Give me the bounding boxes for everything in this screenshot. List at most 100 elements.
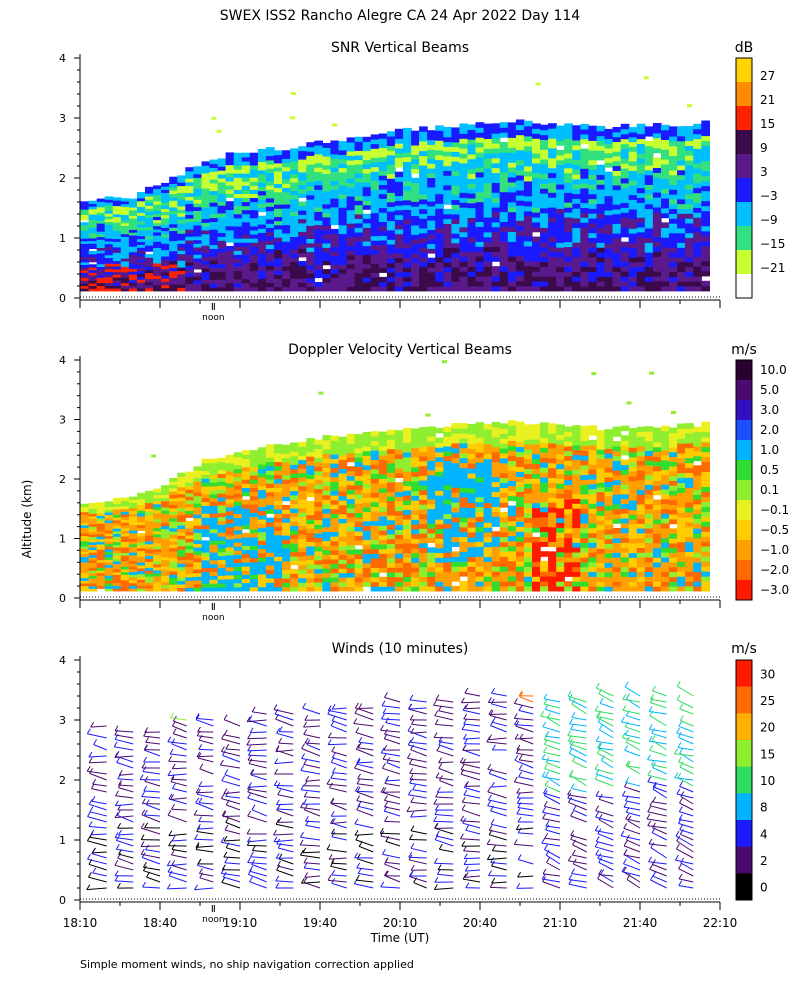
heatmap-cell [483, 507, 493, 513]
heatmap-cell [241, 570, 251, 575]
heatmap-cell [475, 236, 485, 242]
heatmap-cell [193, 532, 203, 537]
heatmap-cell [523, 502, 533, 509]
heatmap-cell [378, 207, 388, 213]
heatmap-cell [386, 164, 396, 170]
heatmap-cell [370, 240, 380, 246]
heatmap-cell [491, 566, 501, 572]
heatmap-cell [419, 126, 428, 132]
heatmap-cell [80, 524, 90, 528]
heatmap-cell [225, 474, 235, 480]
heatmap-cell [298, 516, 307, 522]
heatmap-cell [548, 531, 557, 538]
heatmap-cell [104, 580, 114, 584]
heatmap-cell [338, 193, 348, 199]
heatmap-cell [314, 171, 323, 177]
heatmap-cell [427, 229, 436, 235]
heatmap-cell [435, 499, 444, 506]
heatmap-cell [636, 513, 646, 519]
heatmap-cell [701, 200, 710, 207]
heatmap-cell [169, 223, 178, 228]
heatmap-cell [128, 265, 138, 269]
heatmap-cell [96, 580, 106, 584]
heatmap-cell [572, 164, 581, 170]
heatmap-cell [540, 566, 549, 572]
heatmap-cell [370, 492, 380, 498]
heatmap-cell [604, 538, 614, 544]
heatmap-cell [644, 532, 654, 539]
heatmap-cell [443, 494, 452, 500]
heatmap-cell [265, 210, 275, 216]
heatmap-cell [233, 546, 243, 551]
heatmap-cell [185, 510, 194, 515]
heatmap-cell [338, 176, 348, 182]
heatmap-cell [451, 189, 461, 196]
heatmap-cell [580, 192, 589, 199]
heatmap-cell [370, 581, 380, 587]
heatmap-cell [483, 172, 493, 179]
heatmap-cell [532, 497, 541, 504]
heatmap-cell [88, 559, 98, 563]
heatmap-cell [572, 581, 581, 587]
heatmap-cell [249, 557, 259, 563]
heatmap-cell [556, 546, 565, 553]
heatmap-cell [217, 512, 227, 518]
heatmap-cell [145, 520, 154, 524]
heatmap-cell [596, 548, 606, 554]
heatmap-cell [451, 472, 461, 478]
heatmap-cell [274, 500, 283, 506]
heatmap-cell [532, 522, 541, 528]
heatmap-cell [112, 541, 122, 545]
heatmap-cell [652, 123, 662, 129]
heatmap-cell [104, 509, 114, 513]
heatmap-cell [233, 468, 243, 474]
heatmap-cell [120, 244, 130, 248]
heatmap-cell [137, 192, 146, 196]
heatmap-cell [411, 187, 420, 193]
heatmap-cell [354, 191, 364, 197]
heatmap-cell [217, 271, 227, 276]
heatmap-cell [362, 227, 372, 233]
heatmap-cell [443, 566, 452, 573]
heatmap-cell [556, 169, 565, 175]
heatmap-cell [386, 220, 396, 226]
heatmap-cell [451, 223, 461, 229]
heatmap-cell [483, 443, 493, 450]
heatmap-cell [354, 213, 364, 219]
heatmap-cell [88, 264, 98, 268]
heatmap-cell [612, 561, 622, 568]
heatmap-cell [628, 447, 638, 453]
heatmap-cell [491, 441, 501, 448]
heatmap-cell [161, 559, 170, 564]
heatmap-cell [330, 463, 340, 469]
heatmap-cell [338, 207, 348, 213]
heatmap-cell [354, 177, 364, 183]
heatmap-cell [153, 272, 162, 276]
heatmap-cell [403, 127, 412, 134]
heatmap-cell [249, 499, 259, 505]
heatmap-cell [386, 159, 396, 165]
heatmap-cell [628, 528, 638, 534]
heatmap-cell [185, 236, 194, 241]
heatmap-cell [540, 561, 549, 567]
heatmap-cell [612, 170, 622, 176]
heatmap-cell [225, 156, 235, 162]
heatmap-cell [548, 138, 557, 144]
heatmap-cell [548, 152, 557, 159]
heatmap-cell [249, 242, 259, 247]
heatmap-cell [523, 468, 533, 474]
heatmap-cell [451, 556, 461, 562]
heatmap-cell [403, 190, 412, 196]
heatmap-cell [378, 586, 388, 592]
heatmap-cell [532, 438, 541, 445]
heatmap-cell [572, 527, 581, 533]
heatmap-cell [153, 225, 162, 230]
heatmap-cell [241, 177, 251, 182]
heatmap-cell [96, 252, 106, 257]
heatmap-cell [604, 162, 614, 168]
heatmap-cell [257, 269, 267, 275]
heatmap-cell [233, 234, 243, 239]
heatmap-cell [564, 518, 573, 524]
heatmap-cell [386, 458, 396, 464]
heatmap-cell [394, 228, 404, 235]
